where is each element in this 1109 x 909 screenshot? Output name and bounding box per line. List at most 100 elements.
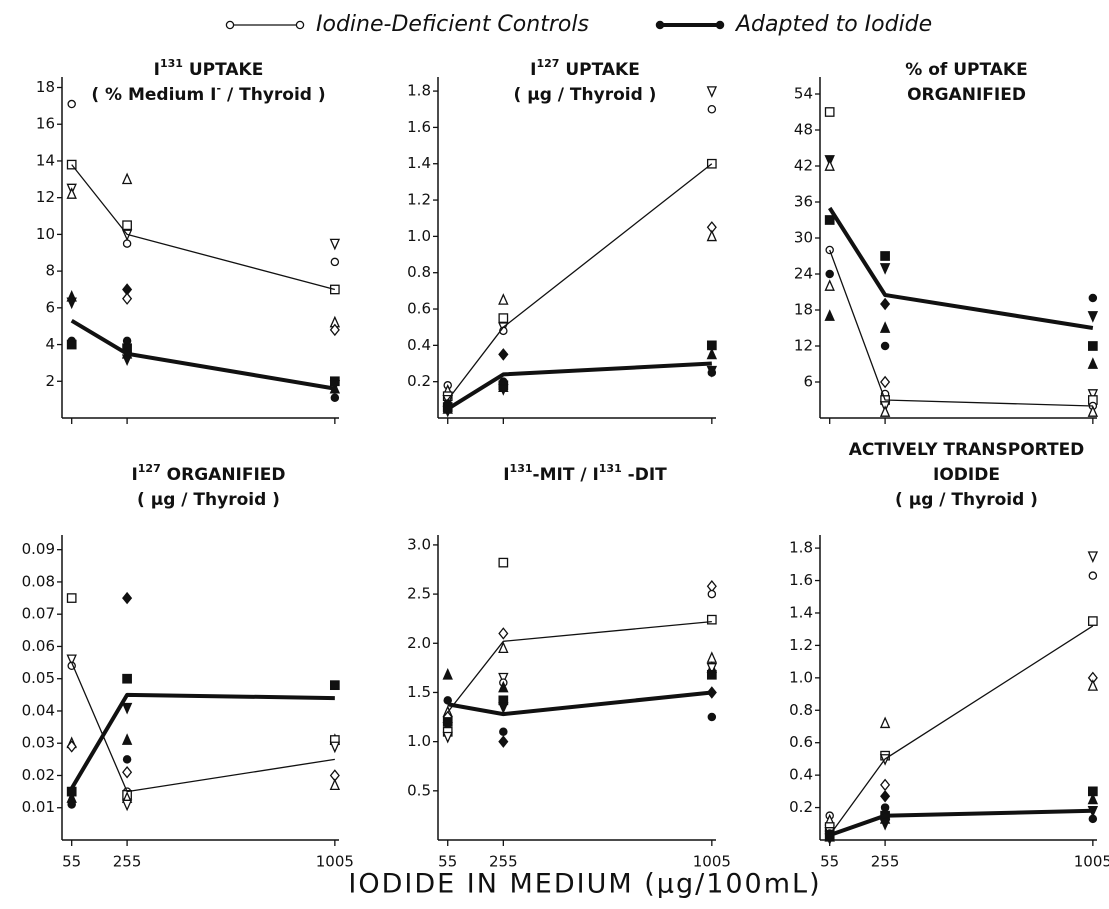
marker-triangle (879, 405, 891, 417)
mean-line (71, 662, 335, 793)
y-tick-label: 3.0 (407, 535, 431, 553)
panel: ACTIVELY TRANSPORTED IODIDE ( μg / Thyroid… (789, 440, 1109, 871)
y-tick-label: 2.0 (407, 634, 431, 652)
marker-triangle-down (121, 354, 133, 367)
legend-label: Adapted to Iodide (734, 12, 932, 37)
marker-diamond (122, 591, 133, 605)
marker-triangle-down (498, 672, 509, 685)
marker-square (1087, 341, 1098, 351)
marker-triangle-down (879, 263, 891, 275)
mean-line (829, 808, 1093, 838)
marker-square (706, 614, 717, 625)
marker-square (329, 680, 340, 691)
marker-triangle (706, 229, 718, 242)
y-tick-label: 0.04 (22, 701, 55, 719)
legend-label: Iodine-Deficient Controls (316, 12, 589, 37)
marker-circle (1088, 571, 1098, 580)
marker-diamond (498, 627, 509, 640)
y-tick-label: 42 (794, 157, 813, 175)
marker-triangle-down (706, 663, 718, 675)
marker-triangle (706, 651, 718, 663)
x-tick-label: 255 (113, 853, 142, 871)
title-segment: ( μg / Thyroid ) (514, 85, 657, 105)
superscript: - (217, 82, 222, 95)
y-tick-label: 0.03 (22, 734, 55, 752)
y-tick-label: 0.01 (22, 798, 55, 816)
y-tick-label: 1.6 (789, 571, 813, 589)
y-tick-label: 0.05 (22, 669, 55, 687)
marker-circle (880, 341, 890, 351)
x-tick-label: 255 (871, 853, 900, 871)
y-tick-label: 0.2 (407, 372, 431, 390)
title-segment: UPTAKE (183, 60, 263, 80)
mean-line (447, 163, 713, 401)
panel-title: ( % Medium I- / Thyroid ) (91, 82, 325, 106)
marker-circle (707, 712, 717, 722)
y-tick-label: 1.8 (407, 82, 431, 100)
y-tick-label: 1.2 (789, 636, 813, 654)
marker-circle (825, 269, 834, 279)
y-tick-label: 30 (794, 229, 813, 247)
panel-title: ( μg / Thyroid ) (514, 85, 657, 105)
x-tick-label: 55 (62, 853, 81, 871)
marker-square (329, 284, 340, 295)
title-segment: / Thyroid ) (221, 85, 326, 105)
y-tick-label: 1.4 (789, 603, 813, 621)
marker-triangle-down (66, 297, 77, 310)
title-segment: -DIT (622, 465, 667, 485)
panel-title: I127 UPTAKE (530, 57, 640, 81)
mean-line (829, 625, 1094, 836)
marker-diamond (498, 348, 509, 361)
marker-triangle (498, 680, 509, 693)
title-segment: ( μg / Thyroid ) (137, 490, 280, 510)
title-segment: ORGANIFIED (161, 465, 286, 485)
marker-triangle (879, 321, 891, 333)
panel-title: I127 ORGANIFIED (131, 462, 285, 486)
y-tick-label: 0.4 (789, 766, 813, 784)
marker-square (824, 107, 835, 117)
mean-line (446, 361, 712, 411)
marker-square (498, 557, 509, 568)
y-tick-label: 6 (803, 373, 813, 391)
marker-square (706, 669, 717, 680)
y-tick-label: 1.8 (789, 539, 813, 557)
marker-triangle (1087, 357, 1099, 369)
marker-triangle (824, 309, 835, 321)
marker-circle (295, 20, 305, 30)
superscript: 127 (138, 462, 161, 475)
marker-square (498, 313, 509, 323)
panel-title: ACTIVELY TRANSPORTED (849, 440, 1085, 460)
panel-title: I131-MIT / I131 -DIT (503, 462, 667, 486)
y-tick-label: 0.08 (22, 572, 55, 590)
superscript: 127 (536, 57, 559, 70)
marker-diamond (880, 375, 891, 389)
y-tick-label: 0.4 (407, 336, 431, 354)
y-tick-label: 8 (45, 262, 55, 280)
x-tick-label: 255 (489, 853, 518, 871)
x-tick-label: 55 (438, 853, 457, 871)
marker-circle (707, 104, 717, 114)
marker-circle (707, 589, 717, 599)
marker-circle (122, 755, 132, 764)
y-tick-label: 16 (36, 115, 55, 133)
marker-circle (715, 20, 725, 30)
marker-triangle-down (706, 86, 718, 98)
y-tick-label: 0.06 (22, 637, 55, 655)
marker-square (122, 673, 132, 684)
marker-square (66, 339, 77, 350)
marker-diamond (66, 740, 77, 753)
marker-diamond (122, 766, 133, 779)
marker-triangle-down (442, 731, 453, 744)
y-tick-label: 2 (45, 372, 55, 390)
marker-circle (499, 727, 508, 737)
mean-line (447, 620, 712, 713)
x-tick-label: 55 (820, 853, 839, 871)
y-tick-label: 2.5 (407, 585, 431, 603)
y-tick-label: 0.2 (789, 798, 813, 816)
title-segment: I (131, 465, 137, 485)
x-tick-label: 1005 (1074, 853, 1109, 871)
mean-line (828, 206, 1094, 330)
mean-line (71, 164, 336, 291)
marker-diamond (880, 778, 891, 792)
